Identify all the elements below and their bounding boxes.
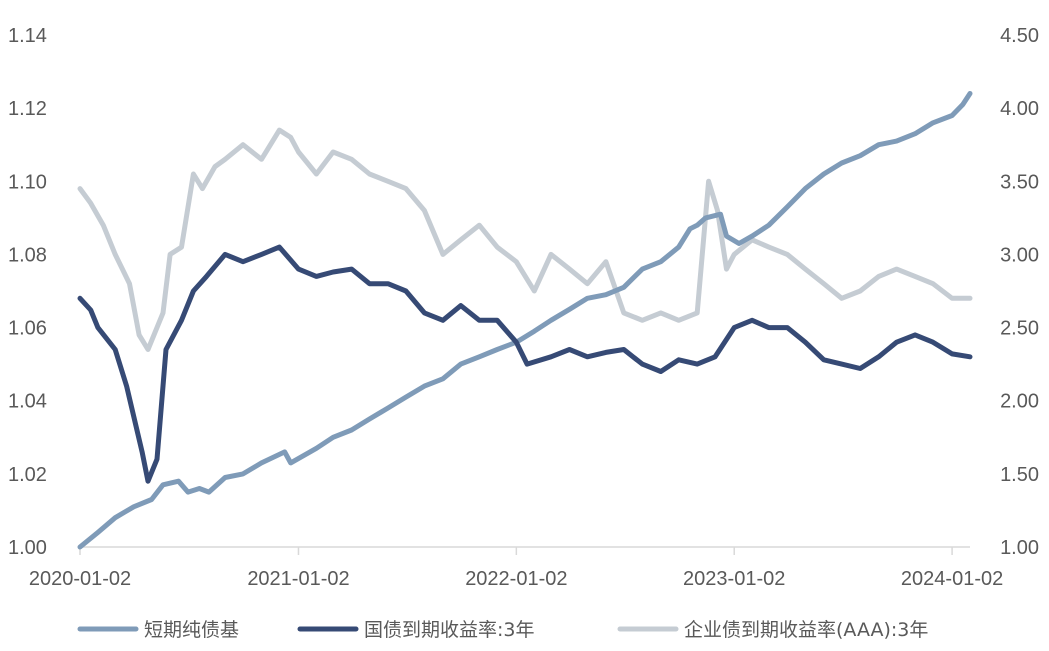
x-tick-label: 2021-01-02 <box>247 568 349 590</box>
left-tick-label: 1.08 <box>8 244 47 266</box>
x-tick-label: 2023-01-02 <box>683 568 785 590</box>
right-tick-label: 1.00 <box>1000 537 1039 559</box>
right-tick-label: 4.00 <box>1000 98 1039 120</box>
series-line-2 <box>77 244 973 484</box>
legend-label: 短期纯债基 <box>144 619 239 641</box>
right-tick-label: 1.50 <box>1000 464 1039 486</box>
right-tick-label: 4.50 <box>1000 25 1039 47</box>
left-tick-label: 1.14 <box>8 25 47 47</box>
left-tick-label: 1.10 <box>8 171 47 193</box>
right-tick-label: 2.50 <box>1000 318 1039 340</box>
series-line-1 <box>77 91 973 550</box>
x-tick-label: 2024-01-02 <box>901 568 1003 590</box>
right-tick-label: 3.50 <box>1000 171 1039 193</box>
x-tick-label: 2022-01-02 <box>465 568 567 590</box>
legend: 短期纯债基 国债到期收益率:3年 企业债到期收益率(AAA):3年 <box>77 619 928 641</box>
right-axis-tick-labels: 1.00 1.50 2.00 2.50 3.00 3.50 4.00 4.50 <box>1000 25 1039 559</box>
left-tick-label: 1.12 <box>8 98 47 120</box>
x-tick-label: 2020-01-02 <box>29 568 131 590</box>
x-axis-line <box>79 546 970 555</box>
left-tick-label: 1.00 <box>8 537 47 559</box>
series-layer <box>77 91 973 550</box>
legend-label: 国债到期收益率:3年 <box>364 619 535 641</box>
left-axis-tick-labels: 1.00 1.02 1.04 1.06 1.08 1.10 1.12 1.14 <box>8 25 47 559</box>
left-tick-label: 1.04 <box>8 391 47 413</box>
right-tick-label: 3.00 <box>1000 244 1039 266</box>
series-line-3 <box>77 127 973 352</box>
legend-label: 企业债到期收益率(AAA):3年 <box>684 619 928 641</box>
right-tick-label: 2.00 <box>1000 391 1039 413</box>
x-axis-tick-labels: 2020-01-02 2021-01-02 2022-01-02 2023-01-02… <box>29 568 1003 590</box>
left-tick-label: 1.02 <box>8 464 47 486</box>
left-tick-label: 1.06 <box>8 318 47 340</box>
